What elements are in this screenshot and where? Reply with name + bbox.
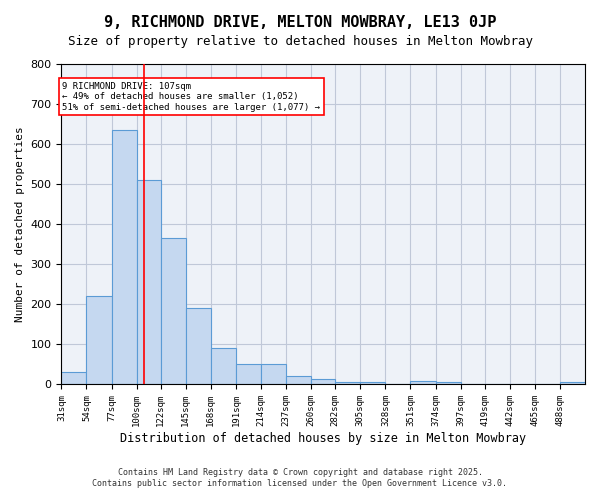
Text: 9, RICHMOND DRIVE, MELTON MOWBRAY, LE13 0JP: 9, RICHMOND DRIVE, MELTON MOWBRAY, LE13 … [104,15,496,30]
Bar [112,130,137,384]
Bar [236,364,261,384]
Bar [86,296,112,384]
Bar [560,382,585,384]
Bar [137,180,161,384]
Bar [186,308,211,384]
Bar [261,364,286,384]
Text: 9 RICHMOND DRIVE: 107sqm
← 49% of detached houses are smaller (1,052)
51% of sem: 9 RICHMOND DRIVE: 107sqm ← 49% of detach… [62,82,320,112]
Bar [436,382,461,384]
Bar [286,376,311,384]
Y-axis label: Number of detached properties: Number of detached properties [15,126,25,322]
Bar [335,382,360,384]
Bar [360,382,385,384]
X-axis label: Distribution of detached houses by size in Melton Mowbray: Distribution of detached houses by size … [120,432,526,445]
Text: Contains HM Land Registry data © Crown copyright and database right 2025.
Contai: Contains HM Land Registry data © Crown c… [92,468,508,487]
Bar [410,382,436,384]
Bar [211,348,236,384]
Text: Size of property relative to detached houses in Melton Mowbray: Size of property relative to detached ho… [67,35,533,48]
Bar [61,372,86,384]
Bar [311,380,335,384]
Bar [161,238,186,384]
